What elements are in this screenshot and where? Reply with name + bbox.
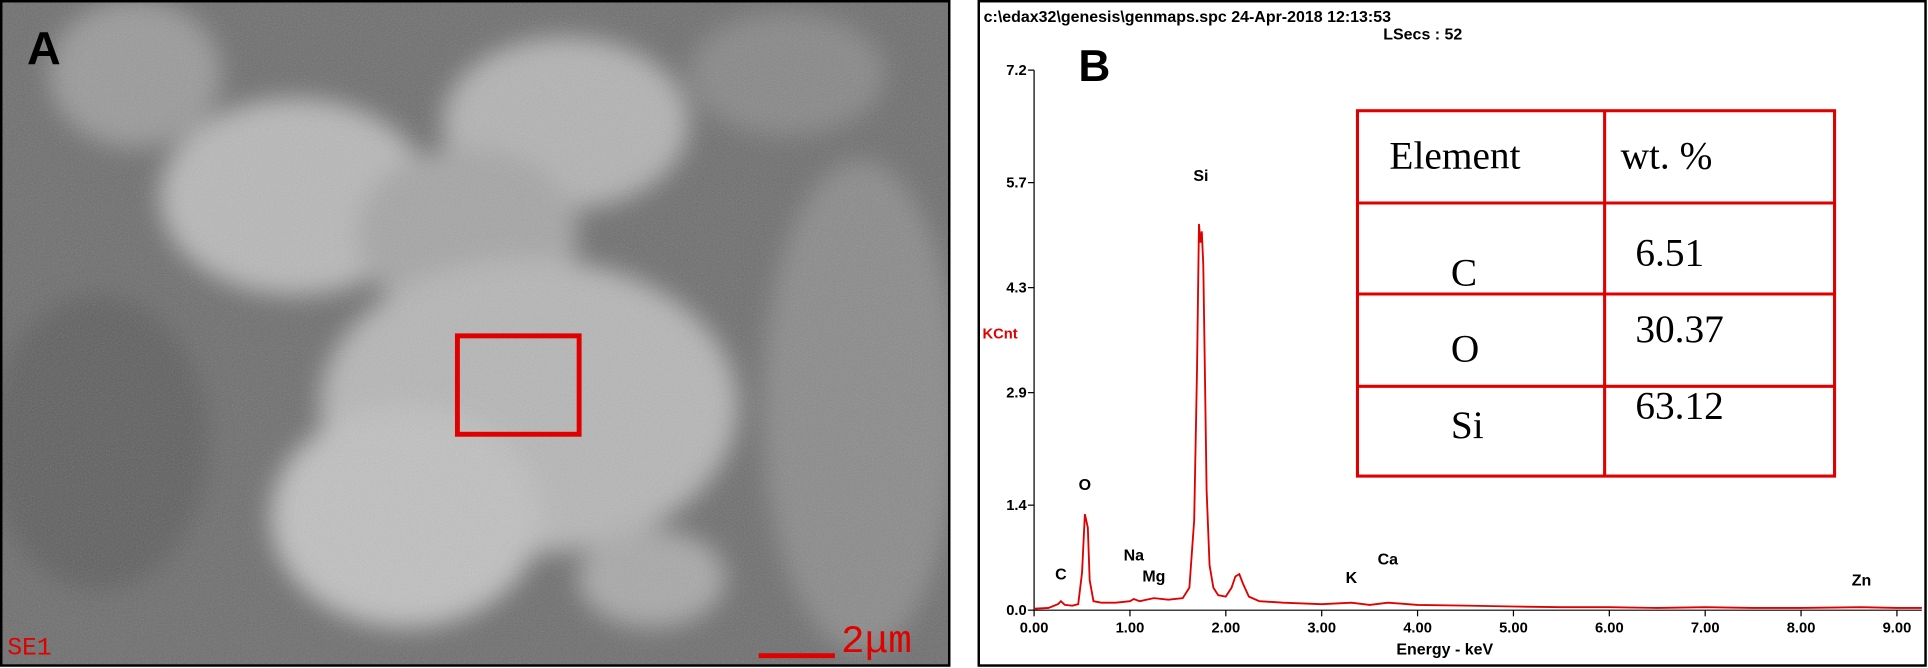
peak-label: Ca (1378, 551, 1399, 568)
chart-title: c:\edax32\genesis\genmaps.spc 24-Apr-201… (984, 9, 1391, 26)
y-tick-label: 1.4 (1006, 498, 1027, 514)
table-cell: 63.12 (1635, 383, 1724, 427)
table-cell: O (1451, 327, 1479, 371)
table-header: Element (1389, 134, 1520, 178)
x-axis-label: Energy - keV (1396, 641, 1493, 658)
x-tick-label: 5.00 (1499, 620, 1528, 636)
table-header: wt. % (1621, 134, 1713, 178)
peak-label: Zn (1852, 572, 1872, 589)
y-tick-label: 4.3 (1006, 281, 1027, 297)
table-cell: Si (1451, 403, 1484, 447)
y-tick-label: 0.0 (1006, 603, 1027, 619)
x-tick-label: 8.00 (1787, 620, 1816, 636)
table-cell: C (1451, 250, 1477, 294)
selection-box (454, 333, 582, 437)
x-tick-label: 1.00 (1116, 620, 1145, 636)
y-tick-label: 5.7 (1006, 176, 1027, 192)
detector-label: SE1 (7, 635, 51, 662)
x-tick-label: 4.00 (1403, 620, 1432, 636)
table-cell: 6.51 (1635, 231, 1704, 275)
table-cell: 30.37 (1635, 307, 1724, 351)
x-tick-label: 6.00 (1595, 620, 1624, 636)
x-tick-label: 7.00 (1691, 620, 1720, 636)
x-tick-label: 2.00 (1211, 620, 1240, 636)
scale-label: 2μm (841, 619, 912, 664)
peak-label: C (1055, 566, 1067, 583)
x-tick-label: 9.00 (1883, 620, 1912, 636)
peak-label: O (1079, 477, 1091, 494)
panel-label: B (1078, 42, 1110, 91)
panel-a-border (0, 0, 951, 667)
peak-label: Mg (1142, 569, 1165, 586)
peak-label: Si (1193, 168, 1208, 185)
x-tick-label: 0.00 (1020, 620, 1049, 636)
y-tick-label: 2.9 (1006, 386, 1027, 402)
x-tick-label: 3.00 (1307, 620, 1336, 636)
peak-label: Na (1124, 548, 1145, 565)
sem-image (1, 1, 950, 666)
panel-label: A (27, 22, 61, 74)
y-axis-label: KCnt (982, 326, 1017, 342)
chart-subtitle: LSecs : 52 (1383, 26, 1462, 43)
peak-label: K (1346, 570, 1358, 587)
y-tick-label: 7.2 (1006, 63, 1027, 79)
spectrum-line (1034, 223, 1922, 610)
